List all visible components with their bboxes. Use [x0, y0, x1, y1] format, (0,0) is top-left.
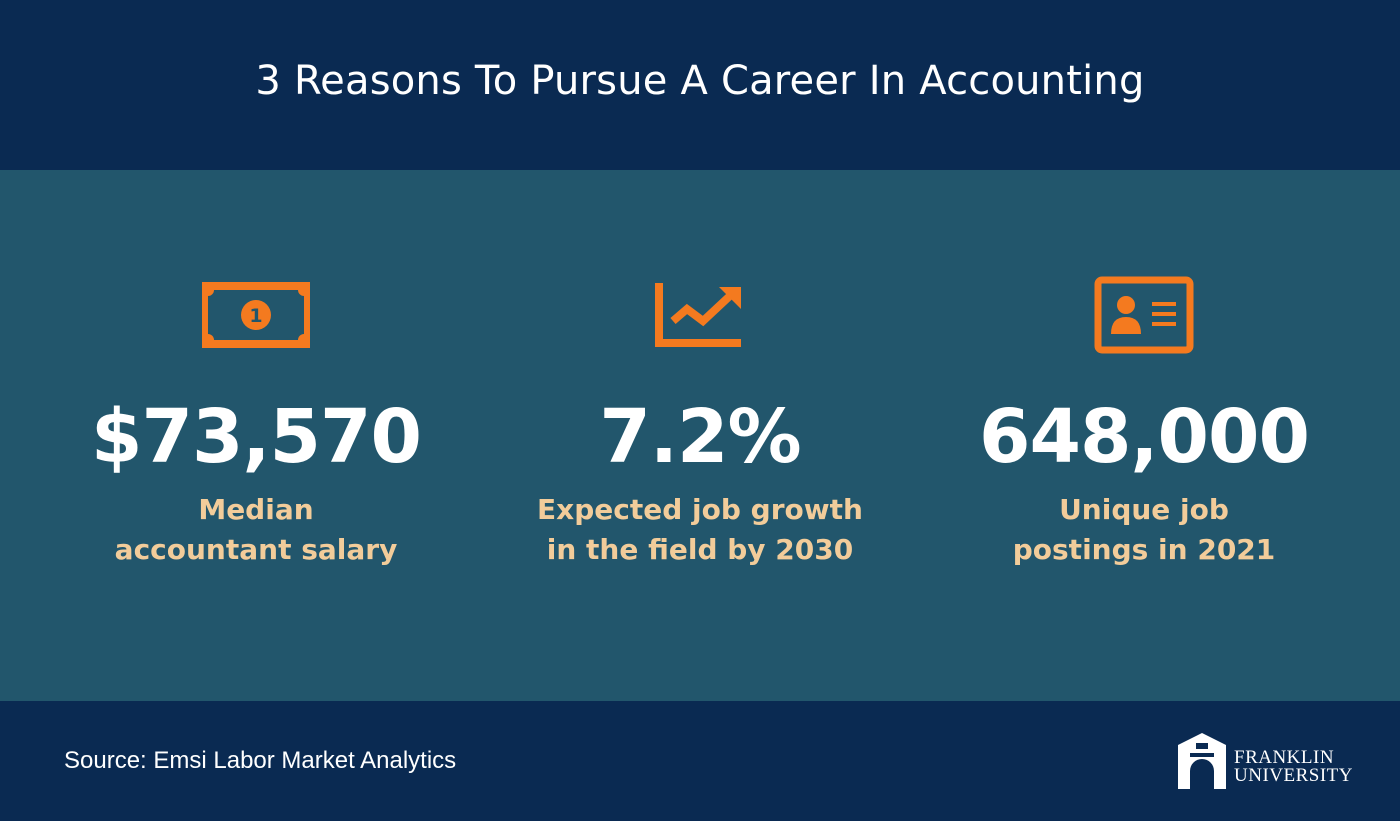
stat-label-line: Unique job: [1059, 493, 1229, 526]
logo-line: UNIVERSITY: [1234, 765, 1353, 786]
stat-label-line: accountant salary: [114, 533, 398, 566]
logo-wordmark: FRANKLIN UNIVERSITY: [1234, 747, 1353, 786]
id-card-icon: [924, 270, 1364, 360]
page-title: 3 Reasons To Pursue A Career In Accounti…: [255, 58, 1145, 104]
stat-value: 648,000: [978, 394, 1310, 480]
stat-job-growth: 7.2% Expected job growth in the field by…: [480, 170, 920, 701]
stat-label-line: Expected job growth: [537, 493, 863, 526]
stats-panel: 1 $73,570 Median accountant salary 7.2% …: [0, 170, 1400, 701]
stat-label: Expected job growth in the field by 2030: [480, 490, 920, 570]
stat-value: $73,570: [90, 394, 422, 480]
building-arch-icon: [1178, 733, 1226, 789]
logo-line: FRANKLIN: [1234, 747, 1335, 768]
stat-salary: 1 $73,570 Median accountant salary: [36, 170, 476, 701]
money-bill-icon: 1: [36, 270, 476, 360]
header-bar: 3 Reasons To Pursue A Career In Accounti…: [0, 0, 1400, 170]
trend-up-chart-icon: [480, 270, 920, 360]
stat-label: Median accountant salary: [36, 490, 476, 570]
svg-text:1: 1: [249, 305, 262, 327]
source-credit: Source: Emsi Labor Market Analytics: [64, 747, 457, 774]
franklin-university-logo[interactable]: FRANKLIN UNIVERSITY: [1176, 731, 1366, 793]
stat-value: 7.2%: [599, 394, 801, 480]
footer-bar: Source: Emsi Labor Market Analytics FRAN…: [0, 701, 1400, 821]
stat-label: Unique job postings in 2021: [924, 490, 1364, 570]
stat-job-postings: 648,000 Unique job postings in 2021: [924, 170, 1364, 701]
stat-label-line: Median: [198, 493, 314, 526]
stat-label-line: postings in 2021: [1012, 533, 1276, 566]
stat-label-line: in the field by 2030: [546, 533, 854, 566]
